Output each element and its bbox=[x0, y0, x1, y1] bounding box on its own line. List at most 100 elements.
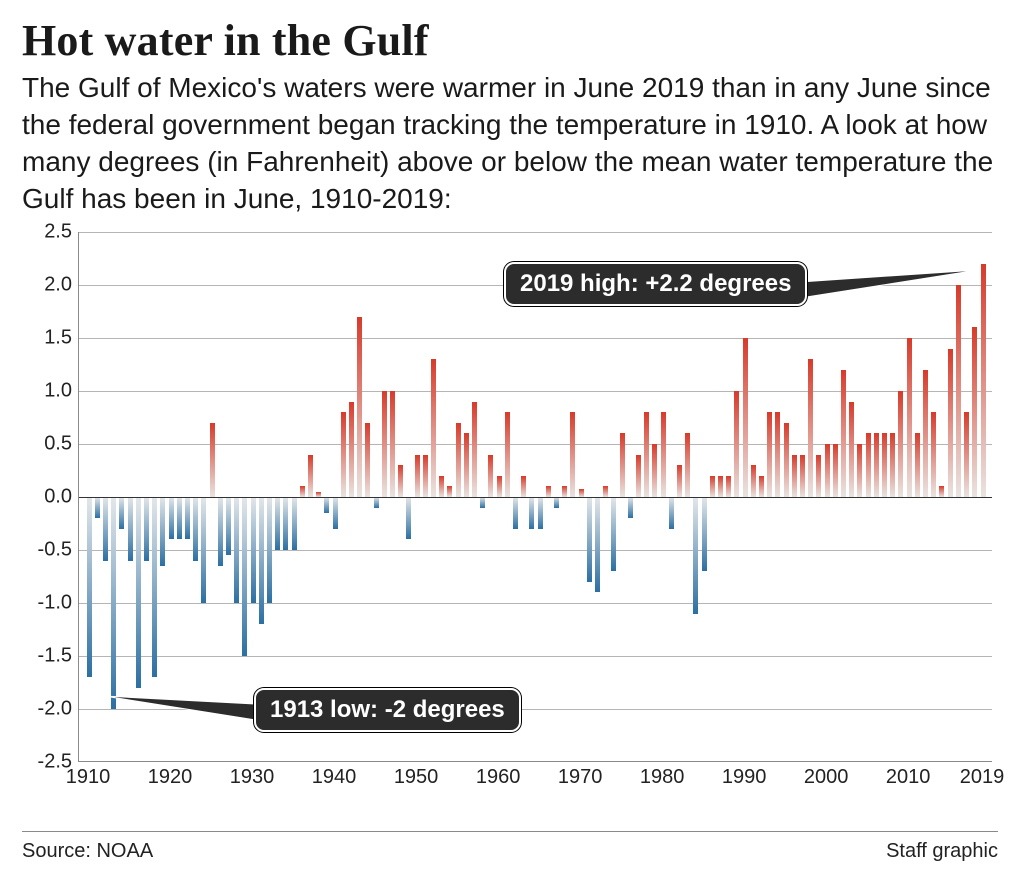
bar bbox=[324, 497, 329, 513]
bar bbox=[923, 370, 928, 497]
ytick-label: -1.0 bbox=[24, 592, 72, 615]
bar bbox=[423, 455, 428, 497]
bar bbox=[833, 444, 838, 497]
bar bbox=[308, 455, 313, 497]
xtick-label: 1980 bbox=[640, 766, 685, 789]
bar bbox=[882, 433, 887, 497]
zero-line bbox=[79, 497, 992, 498]
bar bbox=[784, 423, 789, 497]
xtick-label: 2010 bbox=[886, 766, 931, 789]
bar bbox=[743, 338, 748, 497]
callout-high-tail bbox=[800, 270, 1000, 310]
bar bbox=[349, 402, 354, 497]
bar bbox=[152, 497, 157, 677]
bar bbox=[464, 433, 469, 497]
xtick-label: 1930 bbox=[230, 766, 275, 789]
bar bbox=[136, 497, 141, 688]
bar bbox=[382, 391, 387, 497]
bar bbox=[267, 497, 272, 603]
bar bbox=[111, 497, 116, 709]
callout-low: 1913 low: -2 degrees bbox=[254, 688, 521, 732]
bar bbox=[849, 402, 854, 497]
ytick-label: 2.0 bbox=[24, 274, 72, 297]
bar bbox=[390, 391, 395, 497]
bar bbox=[767, 412, 772, 497]
bar bbox=[595, 497, 600, 592]
bar bbox=[611, 497, 616, 571]
bar bbox=[128, 497, 133, 561]
xtick-label: 2000 bbox=[804, 766, 849, 789]
bar bbox=[693, 497, 698, 614]
bar bbox=[759, 476, 764, 497]
bar bbox=[439, 476, 444, 497]
bar bbox=[415, 455, 420, 497]
bar bbox=[333, 497, 338, 529]
xtick-label: 2019 bbox=[960, 766, 1005, 789]
bar bbox=[579, 489, 584, 497]
bar bbox=[160, 497, 165, 566]
bar bbox=[808, 359, 813, 497]
bar bbox=[193, 497, 198, 561]
bar bbox=[357, 317, 362, 497]
bar bbox=[374, 497, 379, 508]
bar bbox=[972, 327, 977, 497]
xtick-label: 1960 bbox=[476, 766, 521, 789]
bar bbox=[226, 497, 231, 555]
plot-area bbox=[78, 232, 992, 762]
bar bbox=[907, 338, 912, 497]
bar bbox=[661, 412, 666, 497]
bar bbox=[669, 497, 674, 529]
bar bbox=[948, 349, 953, 497]
bar bbox=[890, 433, 895, 497]
xtick-label: 1940 bbox=[312, 766, 357, 789]
bar bbox=[472, 402, 477, 497]
bar bbox=[915, 433, 920, 497]
bar bbox=[677, 465, 682, 497]
bar bbox=[931, 412, 936, 497]
bar bbox=[603, 486, 608, 497]
bar bbox=[456, 423, 461, 497]
bar bbox=[488, 455, 493, 497]
page-subtitle: The Gulf of Mexico's waters were warmer … bbox=[22, 70, 998, 218]
bar bbox=[964, 412, 969, 497]
page-title: Hot water in the Gulf bbox=[22, 18, 998, 64]
ytick-label: -2.0 bbox=[24, 698, 72, 721]
ytick-label: 1.0 bbox=[24, 380, 72, 403]
bar bbox=[103, 497, 108, 561]
bar bbox=[825, 444, 830, 497]
bar bbox=[620, 433, 625, 497]
bar bbox=[242, 497, 247, 656]
bar bbox=[259, 497, 264, 624]
xtick-label: 1910 bbox=[66, 766, 111, 789]
bar bbox=[144, 497, 149, 561]
bar bbox=[210, 423, 215, 497]
xtick-label: 1950 bbox=[394, 766, 439, 789]
ytick-label: 0.0 bbox=[24, 486, 72, 509]
bar bbox=[169, 497, 174, 539]
bar bbox=[300, 486, 305, 497]
bar bbox=[685, 433, 690, 497]
bar bbox=[775, 412, 780, 497]
bar bbox=[447, 486, 452, 497]
bar bbox=[587, 497, 592, 582]
bar bbox=[898, 391, 903, 497]
bar bbox=[644, 412, 649, 497]
bar bbox=[792, 455, 797, 497]
bar bbox=[119, 497, 124, 529]
bar bbox=[751, 465, 756, 497]
ytick-label: 0.5 bbox=[24, 433, 72, 456]
xtick-label: 1990 bbox=[722, 766, 767, 789]
source-label: Source: NOAA bbox=[22, 840, 153, 863]
bar bbox=[87, 497, 92, 677]
bar bbox=[283, 497, 288, 550]
bar bbox=[939, 486, 944, 497]
bar bbox=[816, 455, 821, 497]
bar bbox=[866, 433, 871, 497]
bar bbox=[251, 497, 256, 603]
credit-label: Staff graphic bbox=[886, 840, 998, 863]
bar bbox=[636, 455, 641, 497]
bar bbox=[234, 497, 239, 603]
bar bbox=[406, 497, 411, 539]
callout-high-label: 2019 high: +2.2 degrees bbox=[520, 270, 791, 297]
bar bbox=[874, 433, 879, 497]
